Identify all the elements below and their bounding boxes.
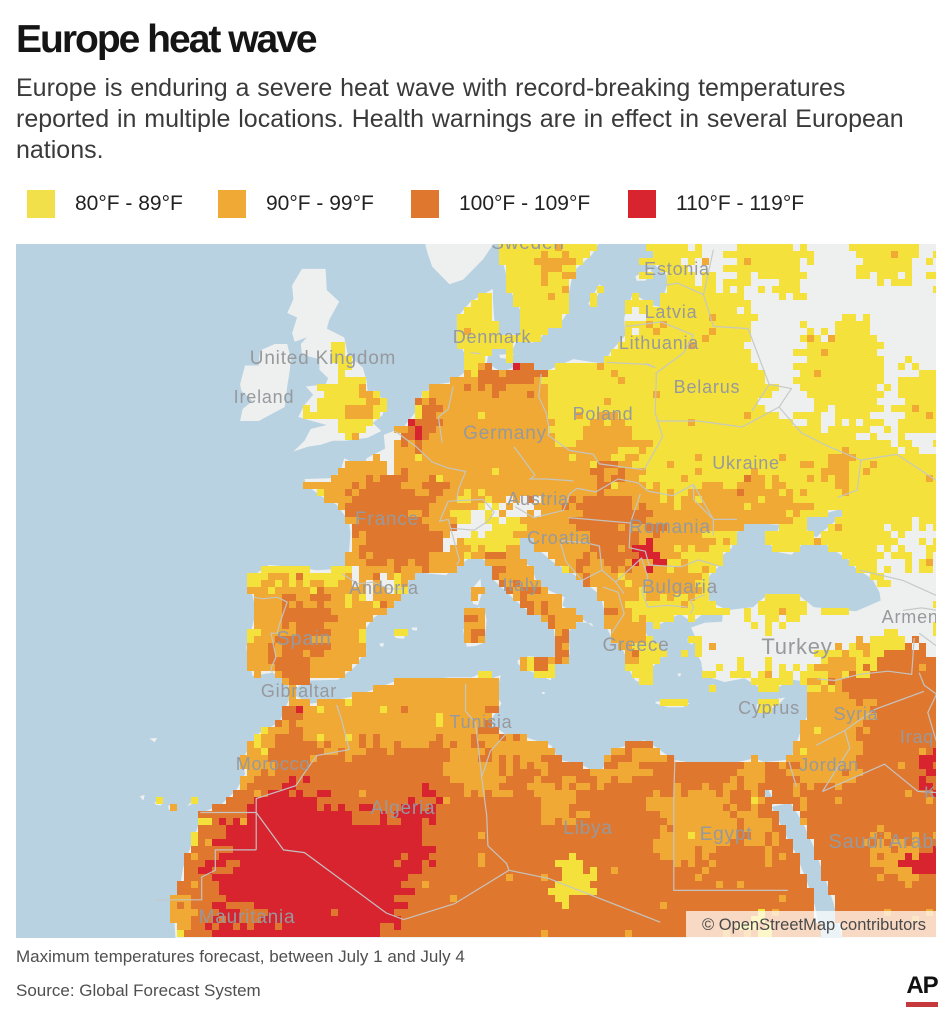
svg-text:Greece: Greece bbox=[602, 635, 669, 656]
svg-text:Saudi Arabia: Saudi Arabia bbox=[828, 831, 936, 853]
svg-text:Ireland: Ireland bbox=[234, 387, 295, 407]
svg-text:Estonia: Estonia bbox=[644, 259, 710, 279]
svg-text:Poland: Poland bbox=[573, 404, 634, 424]
svg-text:Austria: Austria bbox=[507, 489, 569, 509]
svg-text:France: France bbox=[355, 509, 419, 530]
svg-text:Morocco: Morocco bbox=[236, 754, 311, 774]
svg-text:Jordan: Jordan bbox=[799, 755, 859, 775]
svg-text:Germany: Germany bbox=[463, 423, 547, 444]
svg-text:Lithuania: Lithuania bbox=[619, 333, 699, 353]
svg-text:Mauritania: Mauritania bbox=[199, 907, 296, 928]
svg-text:© OpenStreetMap contributors: © OpenStreetMap contributors bbox=[702, 916, 926, 934]
svg-text:Syria: Syria bbox=[833, 704, 878, 724]
svg-text:Gibraltar: Gibraltar bbox=[261, 681, 337, 701]
svg-text:Egypt: Egypt bbox=[700, 824, 753, 845]
svg-text:Ukraine: Ukraine bbox=[712, 453, 780, 473]
svg-text:Andorra: Andorra bbox=[349, 578, 419, 598]
svg-text:Latvia: Latvia bbox=[645, 302, 698, 322]
svg-text:Tunisia: Tunisia bbox=[450, 712, 513, 732]
svg-text:Croatia: Croatia bbox=[527, 528, 591, 548]
svg-text:Armenia: Armenia bbox=[882, 607, 936, 627]
svg-text:Turkey: Turkey bbox=[761, 634, 832, 659]
svg-text:Italy: Italy bbox=[502, 575, 539, 595]
svg-text:Libya: Libya bbox=[563, 818, 612, 839]
svg-text:United Kingdom: United Kingdom bbox=[250, 348, 396, 369]
svg-text:Spain: Spain bbox=[276, 628, 331, 650]
svg-text:Romania: Romania bbox=[629, 517, 711, 538]
svg-text:Cyprus: Cyprus bbox=[738, 698, 800, 718]
svg-text:Belarus: Belarus bbox=[674, 377, 741, 397]
svg-text:Kuwait: Kuwait bbox=[924, 783, 936, 802]
svg-text:Algeria: Algeria bbox=[371, 798, 436, 819]
svg-text:Sweden: Sweden bbox=[491, 244, 564, 254]
svg-text:Iraq: Iraq bbox=[900, 727, 934, 747]
svg-text:Bulgaria: Bulgaria bbox=[642, 577, 718, 598]
svg-text:Denmark: Denmark bbox=[453, 327, 532, 347]
